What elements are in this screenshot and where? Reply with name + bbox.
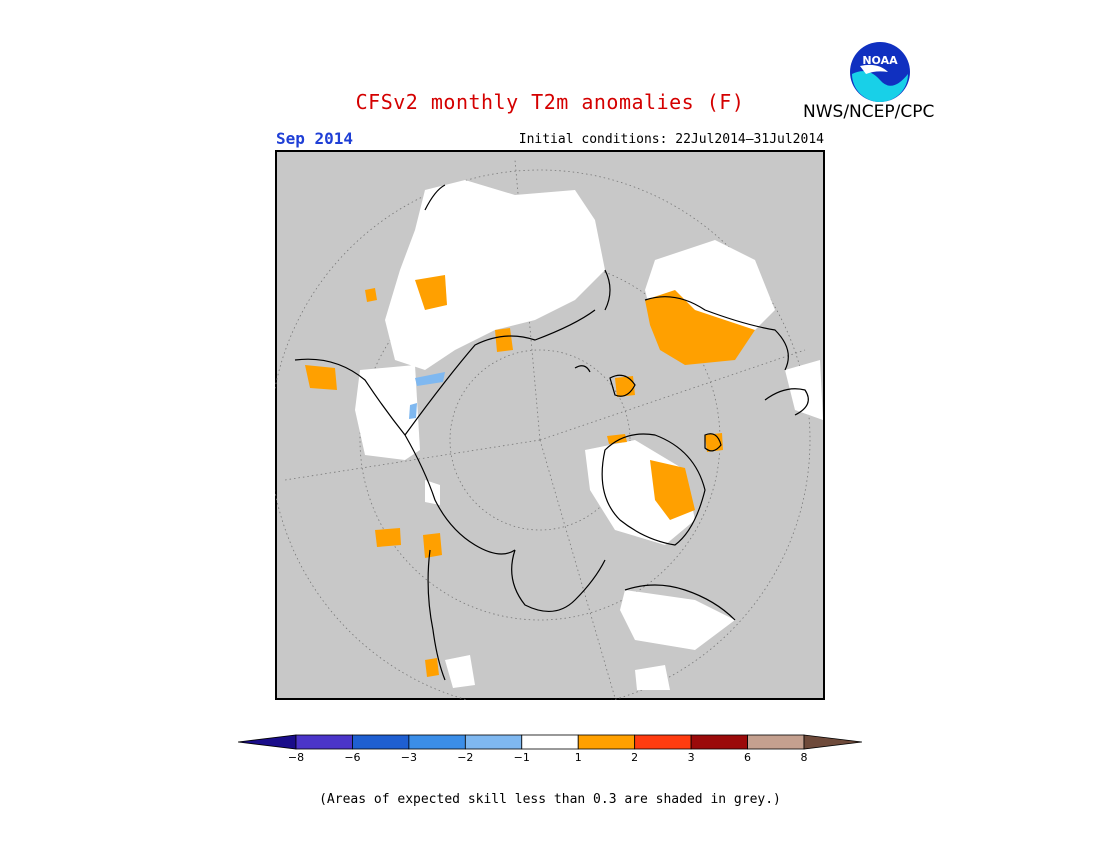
map-title: CFSv2 monthly T2m anomalies (F) <box>355 90 745 114</box>
colorbar-box <box>464 734 523 750</box>
initial-conditions: Initial conditions: 22Jul2014–31Jul2014 <box>518 132 824 147</box>
colorbar-label: −3 <box>401 751 417 764</box>
colorbar-arrow-low <box>238 734 297 750</box>
colorbar: −8 −6 −3 −2 −1 1 2 3 6 8 <box>238 734 862 764</box>
colorbar-box <box>634 734 692 750</box>
colorbar-box <box>577 734 636 750</box>
skill-footnote: (Areas of expected skill less than 0.3 a… <box>319 792 781 807</box>
colorbar-label: 6 <box>744 751 751 764</box>
noaa-logo: NOAA <box>850 42 910 102</box>
noaa-logo-text: NOAA <box>862 54 898 67</box>
colorbar-label: 8 <box>801 751 808 764</box>
colorbar-box <box>690 734 748 750</box>
colorbar-label: 2 <box>631 751 638 764</box>
colorbar-label: 1 <box>575 751 582 764</box>
colorbar-box <box>352 734 410 750</box>
colorbar-boxes <box>238 734 862 750</box>
colorbar-label: −8 <box>288 751 304 764</box>
polar-map <box>275 150 825 700</box>
colorbar-box <box>521 734 579 750</box>
colorbar-arrow-high <box>803 734 862 750</box>
coastlines <box>294 184 809 681</box>
colorbar-label: −2 <box>457 751 473 764</box>
colorbar-label: −1 <box>514 751 530 764</box>
colorbar-box <box>295 734 353 750</box>
colorbar-box <box>408 734 466 750</box>
colorbar-box <box>747 734 805 750</box>
valid-month: Sep 2014 <box>276 129 354 148</box>
organization-label: NWS/NCEP/CPC <box>803 102 935 122</box>
colorbar-label: 3 <box>688 751 695 764</box>
cool-anomaly-regions <box>409 372 445 419</box>
warm-anomaly-regions <box>305 275 755 677</box>
colorbar-label: −6 <box>344 751 360 764</box>
colorbar-labels: −8 −6 −3 −2 −1 1 2 3 6 8 <box>288 751 808 764</box>
